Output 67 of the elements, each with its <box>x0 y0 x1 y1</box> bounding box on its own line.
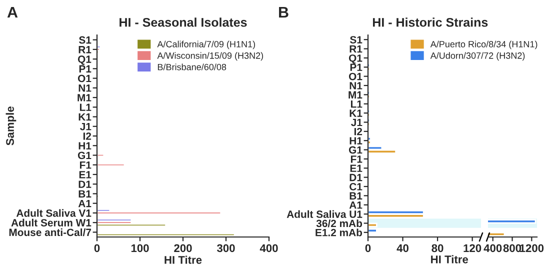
legend-label: B/Brisbane/60/08 <box>158 64 226 70</box>
y-tick-label: R1 <box>350 45 362 53</box>
legend-label: A/Puerto Rico/8/34 (H1N1) <box>430 40 538 50</box>
legend-label: A/California/7/09 (H1N1) <box>157 40 256 50</box>
y-tick-label: J1 <box>351 118 362 126</box>
y-tick-label: I2 <box>83 132 92 140</box>
x-axis-title: HI Titre <box>431 255 468 264</box>
y-tick-label: B1 <box>78 190 92 198</box>
y-tick-label: S1 <box>350 36 362 44</box>
y-axis-title: Sample <box>6 106 16 146</box>
y-tick-label: R1 <box>78 46 92 54</box>
y-tick-label: Adult Serum W1 <box>11 218 92 226</box>
y-tick-label: 36/2 mAb <box>316 219 362 228</box>
y-tick-label: Mouse anti-Cal/7 <box>9 228 91 236</box>
y-tick-label: H1 <box>350 137 362 144</box>
y-tick-label: J1 <box>80 122 92 130</box>
y-tick-label: E1.2 mAb <box>316 228 362 236</box>
y-tick-label: E1 <box>79 171 92 178</box>
y-tick-label: M1 <box>78 94 92 102</box>
y-tick-label: D1 <box>350 174 362 182</box>
y-tick-label: Q1 <box>78 56 92 65</box>
y-tick-label: E1 <box>350 164 362 172</box>
y-tick-label: L1 <box>350 100 362 108</box>
y-tick-label: L1 <box>80 104 92 111</box>
y-tick-label: G1 <box>78 152 92 160</box>
chart-title: HI - Historic Strains <box>372 18 488 27</box>
y-tick-label: F1 <box>80 161 92 169</box>
y-tick-label: Adult Saliva U1 <box>286 210 362 218</box>
x-tick-label: 120 <box>464 244 482 252</box>
y-tick-label: O1 <box>348 72 362 80</box>
x-tick-label: 40 <box>396 244 408 252</box>
x-tick-label: 400 <box>260 244 278 252</box>
legend-label: A/Udorn/307/72 (H3N2) <box>430 52 525 61</box>
y-tick-label: M1 <box>348 91 362 98</box>
x-tick-label: 80 <box>432 244 444 252</box>
y-tick-label: K1 <box>350 110 362 117</box>
x-tick-label: 400 <box>484 244 502 252</box>
text: B <box>279 7 288 18</box>
y-tick-label: F1 <box>350 156 362 163</box>
chart-title: HI - Seasonal Isolates <box>120 18 247 27</box>
y-tick-label: N1 <box>350 82 362 90</box>
x-tick-label: 800 <box>503 244 522 252</box>
x-tick-label: 1200 <box>520 244 544 252</box>
y-tick-label: I2 <box>354 128 362 136</box>
text: A <box>7 7 18 18</box>
y-tick-label: H1 <box>78 142 92 150</box>
y-tick-label: C1 <box>350 183 362 190</box>
y-tick-label: Q1 <box>348 54 362 64</box>
x-axis-title: HI Titre <box>164 256 202 264</box>
y-tick-label: N1 <box>78 84 92 92</box>
y-tick-label: S1 <box>79 36 92 44</box>
y-tick-label: B1 <box>350 192 362 200</box>
x-tick-label: 0 <box>365 244 371 252</box>
y-tick-label: A1 <box>78 200 92 208</box>
x-tick-label: 0 <box>94 244 100 252</box>
y-tick-label: G1 <box>348 146 362 154</box>
y-tick-label: P1 <box>79 65 92 72</box>
y-tick-label: Adult Saliva V1 <box>16 209 92 217</box>
y-tick-label: K1 <box>78 113 92 121</box>
x-tick-label: 200 <box>174 244 192 252</box>
y-tick-label: D1 <box>78 180 92 188</box>
legend-label: A/Wisconsin/15/09 (H3N2) <box>157 52 264 61</box>
x-tick-label: 300 <box>216 244 235 252</box>
y-tick-label: P1 <box>350 64 362 71</box>
y-tick-label: O1 <box>78 74 92 82</box>
x-tick-label: 100 <box>131 244 149 252</box>
y-tick-label: A1 <box>349 201 362 209</box>
